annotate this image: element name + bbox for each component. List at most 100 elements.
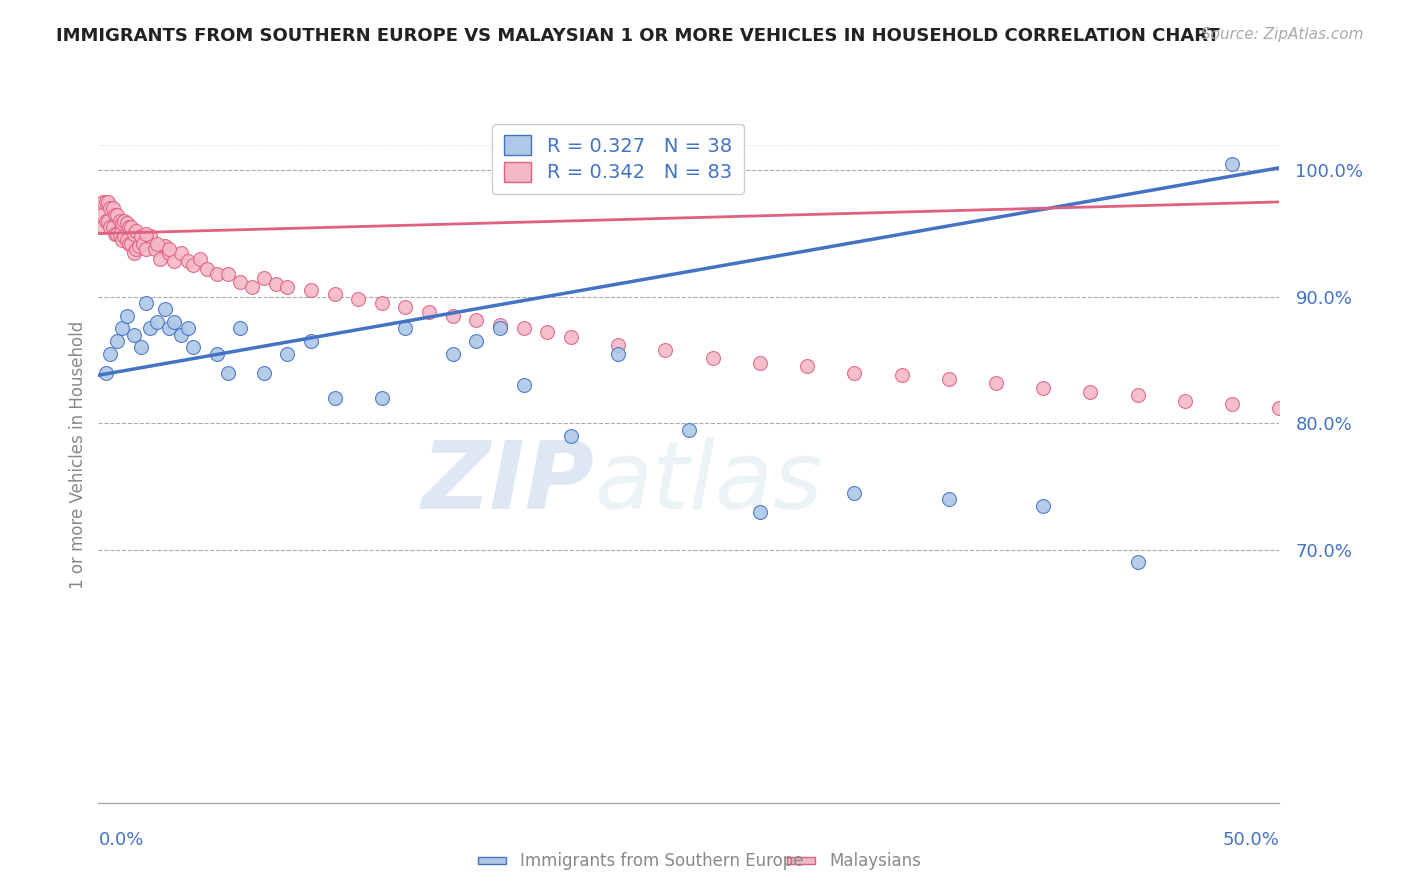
- Point: [91, 220, 114, 235]
- Point: [1080, 384, 1102, 399]
- Point: [97, 214, 120, 228]
- Point: [217, 366, 239, 380]
- Point: [654, 343, 676, 357]
- Point: [489, 318, 512, 332]
- Point: [371, 296, 394, 310]
- Point: [253, 366, 276, 380]
- Point: [299, 334, 322, 348]
- Point: [512, 321, 534, 335]
- Point: [157, 245, 180, 260]
- Point: [181, 340, 204, 354]
- Point: [163, 254, 186, 268]
- Point: [125, 224, 148, 238]
- Point: [94, 194, 117, 209]
- Point: [229, 321, 252, 335]
- Point: [844, 366, 866, 380]
- Point: [323, 287, 346, 301]
- FancyBboxPatch shape: [787, 857, 815, 864]
- Point: [465, 334, 488, 348]
- Point: [678, 423, 700, 437]
- Point: [129, 340, 152, 354]
- Point: [128, 239, 150, 253]
- Point: [101, 201, 124, 215]
- Point: [702, 351, 724, 365]
- Point: [132, 236, 155, 251]
- Point: [347, 293, 370, 307]
- Point: [560, 429, 582, 443]
- Point: [135, 227, 157, 241]
- Point: [394, 300, 416, 314]
- Point: [157, 242, 180, 256]
- Point: [560, 330, 582, 344]
- Text: ZIP: ZIP: [422, 437, 595, 529]
- Point: [205, 347, 228, 361]
- Point: [512, 378, 534, 392]
- Text: Immigrants from Southern Europe: Immigrants from Southern Europe: [520, 852, 804, 870]
- Text: 0.0%: 0.0%: [98, 830, 143, 848]
- Point: [844, 486, 866, 500]
- Text: IMMIGRANTS FROM SOUTHERN EUROPE VS MALAYSIAN 1 OR MORE VEHICLES IN HOUSEHOLD COR: IMMIGRANTS FROM SOUTHERN EUROPE VS MALAY…: [56, 27, 1220, 45]
- Point: [607, 338, 630, 352]
- Point: [195, 262, 218, 277]
- Point: [371, 391, 394, 405]
- Text: atlas: atlas: [595, 437, 823, 528]
- Point: [146, 236, 169, 251]
- Point: [276, 347, 298, 361]
- Point: [125, 242, 148, 256]
- Point: [112, 229, 135, 244]
- Point: [229, 275, 252, 289]
- Point: [441, 347, 464, 361]
- Point: [1126, 388, 1149, 402]
- Text: 50.0%: 50.0%: [1223, 830, 1279, 848]
- Point: [1220, 397, 1243, 411]
- Point: [1032, 381, 1054, 395]
- Point: [264, 277, 287, 292]
- Point: [1268, 401, 1291, 416]
- Y-axis label: 1 or more Vehicles in Household: 1 or more Vehicles in Household: [69, 321, 87, 589]
- Point: [122, 245, 145, 260]
- Point: [153, 239, 176, 253]
- Point: [101, 220, 124, 235]
- Point: [121, 220, 143, 235]
- Point: [536, 325, 558, 339]
- FancyBboxPatch shape: [478, 857, 506, 864]
- Point: [105, 334, 128, 348]
- Point: [111, 321, 134, 335]
- Point: [1174, 393, 1197, 408]
- Point: [115, 233, 138, 247]
- Point: [149, 252, 172, 266]
- Point: [139, 229, 162, 244]
- Point: [163, 315, 186, 329]
- Point: [418, 305, 440, 319]
- Point: [98, 201, 121, 215]
- Point: [1032, 499, 1054, 513]
- Point: [938, 492, 960, 507]
- Point: [1220, 157, 1243, 171]
- Point: [205, 267, 228, 281]
- Point: [118, 236, 141, 251]
- Point: [276, 279, 298, 293]
- Point: [240, 279, 263, 293]
- Point: [98, 347, 121, 361]
- Point: [170, 245, 193, 260]
- Point: [139, 321, 162, 335]
- Point: [108, 227, 131, 241]
- Text: Source: ZipAtlas.com: Source: ZipAtlas.com: [1201, 27, 1364, 42]
- Point: [97, 194, 120, 209]
- Point: [177, 321, 200, 335]
- Point: [253, 270, 276, 285]
- Point: [748, 355, 770, 369]
- Point: [135, 242, 157, 256]
- Point: [181, 258, 204, 272]
- Point: [170, 327, 193, 342]
- Point: [465, 312, 488, 326]
- Point: [129, 229, 152, 244]
- Point: [98, 220, 121, 235]
- Point: [188, 252, 211, 266]
- Point: [323, 391, 346, 405]
- Point: [890, 368, 912, 383]
- Point: [94, 366, 117, 380]
- Point: [177, 254, 200, 268]
- Point: [104, 227, 127, 241]
- Point: [111, 233, 134, 247]
